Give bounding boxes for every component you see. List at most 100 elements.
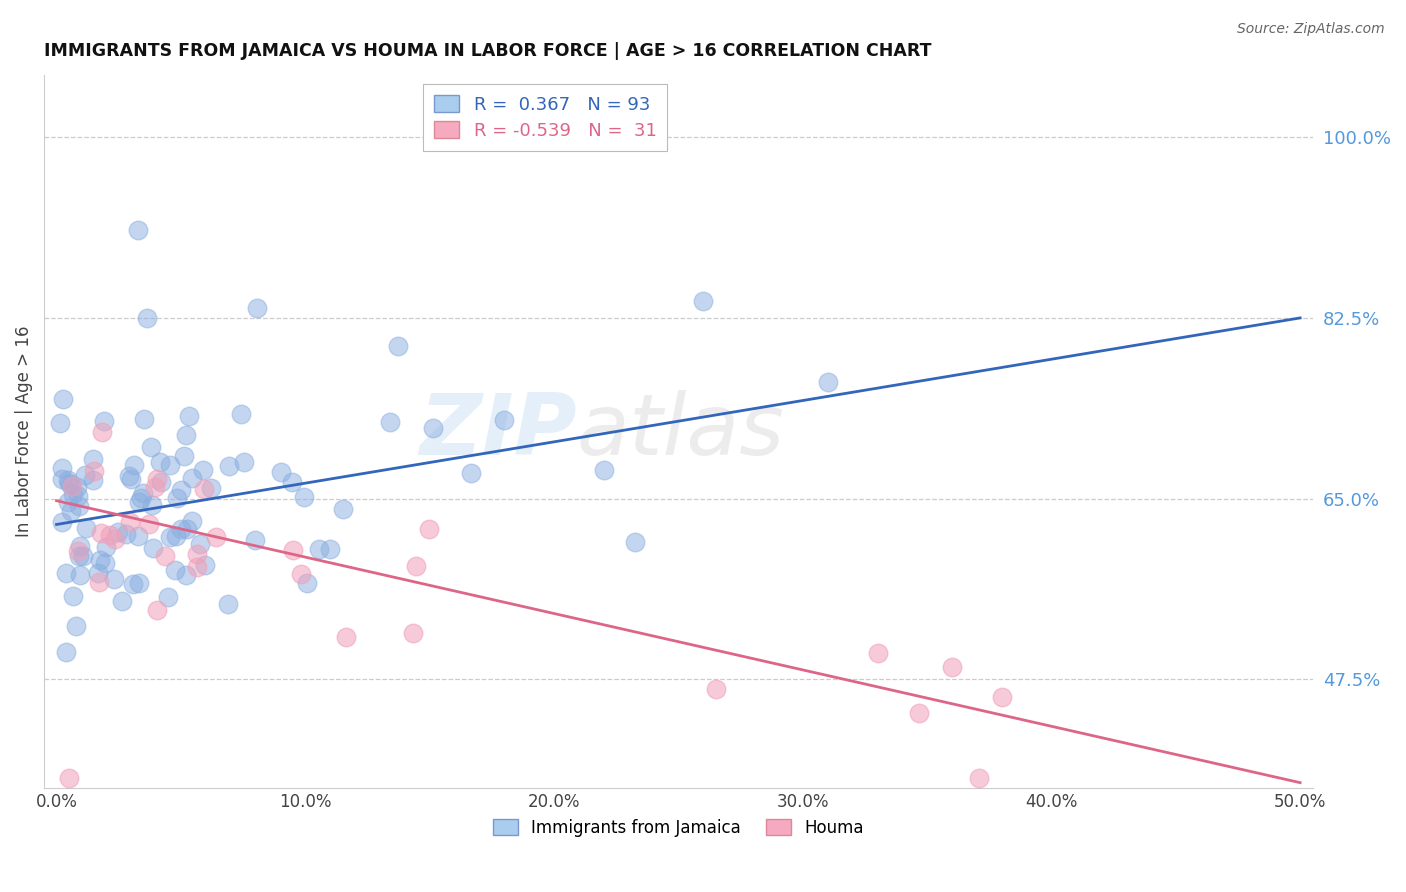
Point [127,529,149,543]
Point [180,515,202,529]
Point [941,660,963,674]
Point [418,522,440,536]
Point [51,461,73,475]
Point [58,771,80,785]
Point [141,440,163,454]
Point [170,522,193,536]
Point [59,477,82,491]
Point [122,577,145,591]
Point [55,566,77,580]
Point [91,425,114,440]
Point [89,575,111,590]
Point [107,525,129,540]
Text: atlas: atlas [576,390,785,473]
Point [65,619,87,633]
Text: IMMIGRANTS FROM JAMAICA VS HOUMA IN LABOR FORCE | AGE > 16 CORRELATION CHART: IMMIGRANTS FROM JAMAICA VS HOUMA IN LABO… [44,42,932,60]
Point [402,626,425,640]
Point [51,515,73,529]
Point [176,522,198,536]
Point [157,590,180,604]
Point [94,556,117,570]
Point [692,293,714,308]
Point [180,471,202,485]
Point [232,455,254,469]
Point [111,593,134,607]
Point [66,489,89,503]
Point [592,463,614,477]
Point [127,223,149,237]
Point [165,529,187,543]
Point [114,527,136,541]
Point [422,421,444,435]
Point [59,504,82,518]
Point [704,681,727,696]
Point [387,339,409,353]
Point [186,547,208,561]
Point [141,498,163,512]
Point [149,455,172,469]
Point [143,480,166,494]
Point [186,560,208,574]
Point [194,558,217,572]
Point [292,490,315,504]
Point [128,575,150,590]
Legend: Immigrants from Jamaica, Houma: Immigrants from Jamaica, Houma [486,813,870,844]
Point [67,549,90,563]
Point [118,468,141,483]
Point [205,530,228,544]
Point [173,449,195,463]
Point [193,482,215,496]
Point [319,541,342,556]
Point [231,407,253,421]
Point [75,521,97,535]
Point [132,486,155,500]
Point [72,549,94,563]
Point [817,375,839,389]
Point [66,544,89,558]
Point [200,481,222,495]
Point [246,301,269,315]
Point [159,458,181,472]
Point [69,568,91,582]
Point [270,465,292,479]
Point [218,459,240,474]
Point [166,491,188,505]
Point [69,540,91,554]
Point [283,543,305,558]
Text: ZIP: ZIP [419,390,576,473]
Point [51,472,73,486]
Point [132,411,155,425]
Point [217,597,239,611]
Point [93,413,115,427]
Point [103,532,125,546]
Point [308,541,330,556]
Point [380,415,402,429]
Point [103,573,125,587]
Point [460,467,482,481]
Point [122,458,145,473]
Point [67,500,90,514]
Point [82,474,104,488]
Point [49,416,72,430]
Point [967,771,990,785]
Point [908,706,931,721]
Point [56,495,79,509]
Point [297,576,319,591]
Point [56,473,79,487]
Point [163,563,186,577]
Point [155,549,177,564]
Point [55,645,77,659]
Point [332,502,354,516]
Point [62,487,84,501]
Point [98,528,121,542]
Point [118,515,141,529]
Point [179,409,201,423]
Point [52,392,75,406]
Point [146,472,169,486]
Point [280,475,302,489]
Point [335,631,357,645]
Point [66,479,89,493]
Point [174,568,197,582]
Point [128,494,150,508]
Point [150,475,173,489]
